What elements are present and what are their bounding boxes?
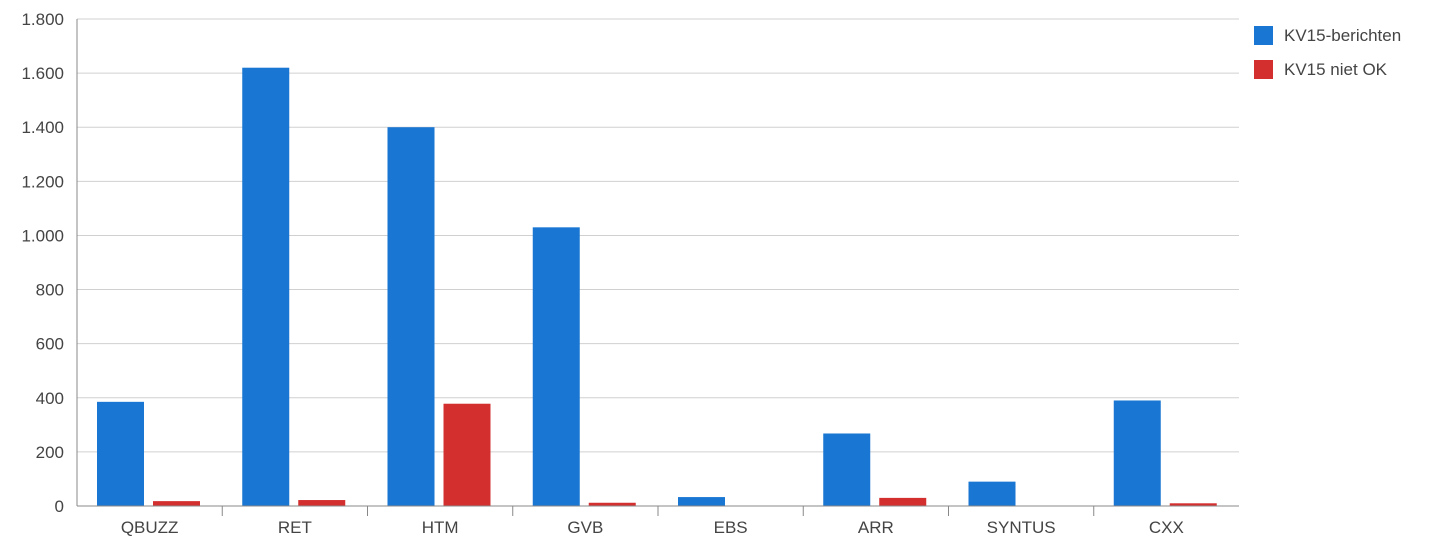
y-tick-label: 1.200 [21, 172, 64, 191]
legend-swatch [1254, 26, 1273, 45]
bar-kv15-berichten-gvb [532, 227, 580, 507]
y-tick-label: 1.000 [21, 226, 64, 245]
y-tick-label: 600 [36, 335, 64, 354]
bar-kv15-berichten-cxx [1113, 400, 1161, 506]
bar-kv15-niet-ok-arr [879, 497, 927, 506]
x-tick-label: CXX [1149, 518, 1184, 537]
x-tick-label: SYNTUS [987, 518, 1056, 537]
legend: KV15-berichten KV15 niet OK [1254, 26, 1401, 79]
bar-kv15-berichten-syntus [968, 481, 1016, 506]
bar-kv15-niet-ok-cxx [1169, 503, 1217, 506]
x-tick-label: GVB [567, 518, 603, 537]
x-tick-label: EBS [714, 518, 748, 537]
x-tick-label: QBUZZ [121, 518, 179, 537]
x-tick-label: HTM [422, 518, 459, 537]
bar-kv15-berichten-arr [823, 433, 871, 506]
x-tick-label: ARR [858, 518, 894, 537]
x-axis-tick-labels: QBUZZ RET HTM GVB EBS ARR SYNTUS CXX [121, 518, 1184, 537]
legend-label: KV15-berichten [1284, 26, 1401, 45]
bar-kv15-berichten-ret [242, 67, 290, 506]
legend-label: KV15 niet OK [1284, 60, 1388, 79]
y-tick-label: 1.600 [21, 64, 64, 83]
bar-kv15-niet-ok-ret [298, 500, 346, 506]
y-tick-label: 200 [36, 443, 64, 462]
y-tick-label: 0 [55, 497, 64, 516]
bar-kv15-berichten-qbuzz [97, 401, 144, 506]
x-tick-label: RET [278, 518, 312, 537]
y-tick-label: 1.400 [21, 118, 64, 137]
y-tick-label: 400 [36, 389, 64, 408]
bar-kv15-berichten-htm [387, 127, 435, 506]
bar-kv15-niet-ok-qbuzz [153, 501, 200, 506]
bar-kv15-niet-ok-htm [443, 403, 491, 506]
y-axis-tick-labels: 0 200 400 600 800 1.000 1.200 1.400 1.600 1.800 [21, 10, 64, 516]
legend-swatch [1254, 60, 1273, 79]
axes [76, 19, 1239, 516]
y-tick-label: 800 [36, 281, 64, 300]
bar-kv15-niet-ok-gvb [588, 502, 636, 506]
y-tick-label: 1.800 [21, 10, 64, 29]
bar-kv15-berichten-ebs [678, 497, 725, 506]
bars [97, 67, 1217, 507]
